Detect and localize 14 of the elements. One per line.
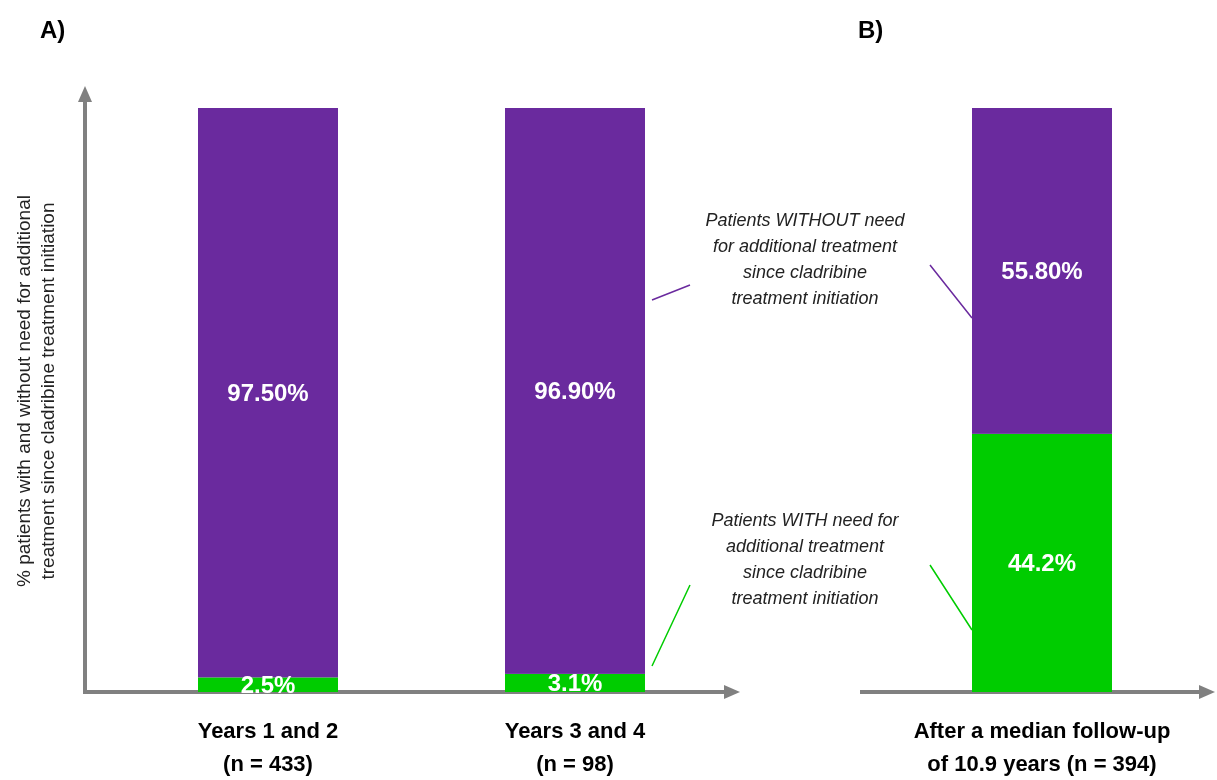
data-label: 2.5%: [240, 671, 296, 699]
x-tick-label: Years 1 and 2 (n = 433): [197, 718, 339, 776]
x-tick-label: Years 3 and 4 (n = 98): [504, 718, 647, 776]
data-label: 44.2%: [1007, 549, 1077, 577]
annotation: Patients WITH need for additional treatment since cladribine treatment initiation: [711, 510, 900, 608]
data-label: 55.80%: [1001, 257, 1083, 285]
x-tick-label: After a median follow-up of 10.9 years (n = 394): [913, 718, 1171, 776]
data-label: 3.1%: [547, 669, 603, 697]
annotation: Patients WITHOUT need for additional treatment since cladribine treatment initiation: [705, 210, 906, 308]
data-label: 96.90%: [534, 377, 616, 405]
y-axis-title: % patients with and without need for additional treatment since cladribine treatment initiation: [13, 195, 58, 587]
chart-title: B): [858, 16, 884, 43]
chart-title: A): [40, 16, 66, 43]
data-label: 97.50%: [227, 379, 309, 407]
